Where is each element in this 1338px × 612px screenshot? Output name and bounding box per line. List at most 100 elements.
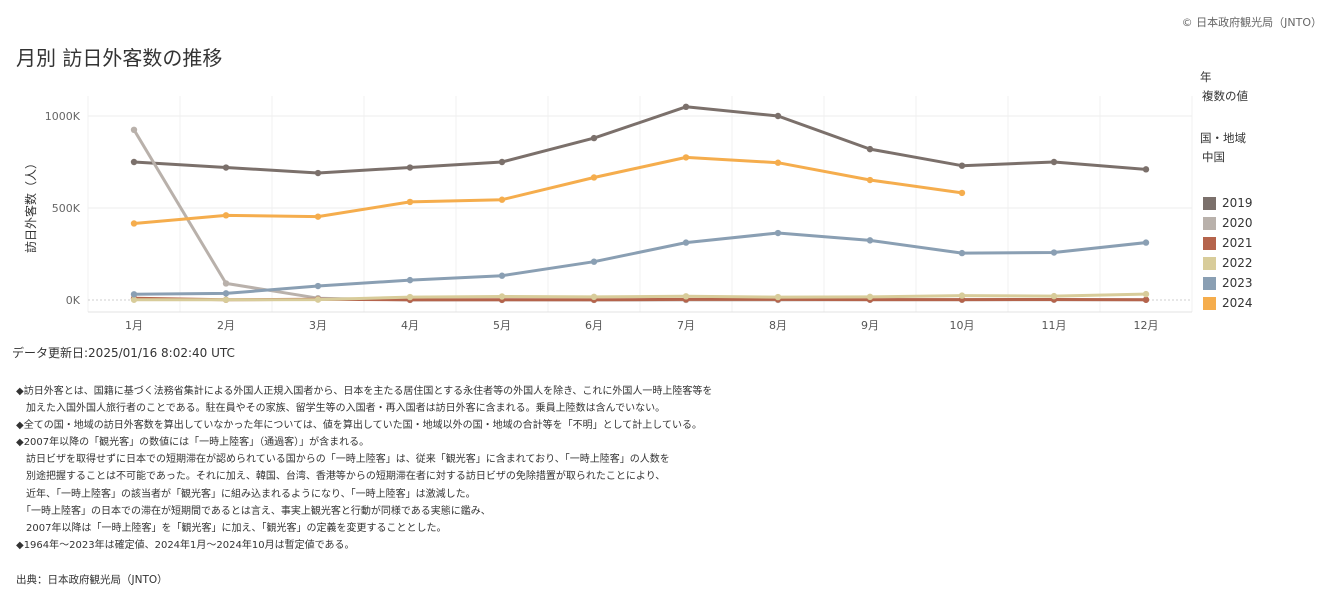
data-point-2019 <box>130 158 138 166</box>
data-point-2022 <box>130 296 138 303</box>
data-point-2022 <box>1050 292 1058 300</box>
note-line: 訪日ビザを取得せずに日本での短期滞在が認められている国からの「一時上陸客」は、従… <box>16 454 670 466</box>
x-tick-label: 8月 <box>769 319 787 332</box>
legend-label: 2020 <box>1222 216 1253 230</box>
data-point-2023 <box>130 291 138 298</box>
data-point-2019 <box>1142 166 1150 173</box>
note-line: 近年、「一時上陸客」の該当者が「観光客」に組み込まれるようになり、「一時上陸客」… <box>16 488 476 500</box>
data-point-2022 <box>866 293 874 301</box>
y-tick-label: 500K <box>52 202 81 215</box>
data-point-2024 <box>222 212 230 219</box>
data-point-2019 <box>1050 158 1058 166</box>
data-point-2022 <box>682 293 690 300</box>
legend-swatch <box>1203 276 1216 290</box>
legend-header-region: 国・地域 <box>1200 131 1246 145</box>
data-point-2022 <box>314 296 322 303</box>
data-point-2022 <box>498 293 506 300</box>
legend: 2019 2020 2021 2022 2023 2024 <box>1203 193 1253 313</box>
note-line: 2007年以降は「一時上陸客」を「観光客」に加え、「観光客」の定義を変更すること… <box>16 522 447 534</box>
legend-label: 2019 <box>1222 196 1253 210</box>
legend-swatch <box>1203 216 1216 230</box>
data-point-2024 <box>314 213 322 220</box>
x-tick-label: 10月 <box>950 319 975 332</box>
note-line: ◆訪日外客とは、国籍に基づく法務省集計による外国人正規入国者から、日本を主たる居… <box>16 386 713 397</box>
data-point-2023 <box>1142 239 1150 246</box>
series-line-2019 <box>132 105 1148 175</box>
data-point-2024 <box>866 176 874 184</box>
x-tick-label: 4月 <box>401 319 419 332</box>
legend-item-2022[interactable]: 2022 <box>1203 253 1253 273</box>
legend-header-year: 年 <box>1200 70 1212 84</box>
data-point-2024 <box>590 174 598 181</box>
data-point-2023 <box>958 249 966 257</box>
chart-title: 月別 訪日外客数の推移 <box>16 46 223 70</box>
data-point-2024 <box>682 154 690 161</box>
notes: ◆訪日外客とは、国籍に基づく法務省集計による外国人正規入国者から、日本を主たる居… <box>16 383 712 554</box>
data-point-2023 <box>1050 249 1058 256</box>
data-point-2023 <box>866 237 874 244</box>
data-point-2024 <box>406 198 414 206</box>
data-point-2023 <box>682 239 690 246</box>
x-tick-label: 5月 <box>493 319 511 332</box>
x-tick-label: 7月 <box>677 319 695 332</box>
legend-year-filter[interactable]: 複数の値 <box>1202 89 1248 103</box>
data-point-2020 <box>222 280 230 287</box>
note-line: 加えた入国外国人旅行者のことである。駐在員やその家族、留学生等の入国者・再入国者… <box>16 403 666 415</box>
legend-swatch <box>1203 256 1216 270</box>
data-point-2019 <box>866 145 874 153</box>
x-tick-label: 11月 <box>1042 319 1067 332</box>
x-tick-label: 1月 <box>125 319 143 332</box>
x-tick-label: 12月 <box>1134 319 1159 332</box>
line-chart[interactable]: 0K 500K 1000K 1月 2月 3月 4月 5月 6月 7月 8月 9月 10月 11月 12月 訪… <box>0 0 1338 340</box>
data-point-2024 <box>498 196 506 203</box>
legend-label: 2024 <box>1222 296 1253 310</box>
x-tick-label: 6月 <box>585 319 603 332</box>
data-point-2022 <box>774 293 782 301</box>
legend-item-2021[interactable]: 2021 <box>1203 233 1253 253</box>
series-line-2023 <box>132 231 1148 296</box>
data-point-2022 <box>958 292 966 299</box>
data-point-2019 <box>314 169 322 177</box>
data-point-2022 <box>590 293 598 301</box>
data-point-2023 <box>222 290 230 297</box>
data-point-2023 <box>498 272 506 279</box>
data-point-2023 <box>406 276 414 284</box>
data-point-2019 <box>958 162 966 169</box>
note-line: 「一時上陸客」の日本での滞在が短期間であるとは言え、事実上観光客と行動が同様であ… <box>16 505 491 517</box>
data-point-2024 <box>130 220 138 227</box>
legend-label: 2021 <box>1222 236 1253 250</box>
legend-swatch <box>1203 236 1216 250</box>
y-tick-label: 1000K <box>45 110 81 123</box>
note-line: 別途把握することは不可能であった。それに加え、韓国、台湾、香港等からの短期滞在者… <box>16 471 666 483</box>
data-point-2022 <box>406 293 414 301</box>
copyright: © 日本政府観光局（JNTO） <box>1181 16 1322 29</box>
y-axis-label: 訪日外客数（人） <box>23 157 38 253</box>
data-point-2023 <box>774 229 782 237</box>
legend-label: 2023 <box>1222 276 1253 290</box>
data-point-2024 <box>958 189 966 197</box>
legend-item-2024[interactable]: 2024 <box>1203 293 1253 313</box>
data-point-2020 <box>130 126 138 133</box>
data-point-2019 <box>774 112 782 120</box>
x-tick-label: 2月 <box>217 319 235 332</box>
data-point-2019 <box>406 164 414 171</box>
data-point-2021 <box>1142 296 1150 303</box>
legend-swatch <box>1203 296 1216 310</box>
x-tick-label: 3月 <box>309 319 327 332</box>
data-point-2023 <box>314 282 322 290</box>
data-point-2023 <box>590 258 598 265</box>
note-line: ◆1964年～2023年は確定値、2024年1月～2024年10月は暫定値である… <box>16 539 355 551</box>
legend-region-filter[interactable]: 中国 <box>1202 150 1225 164</box>
note-line: ◆2007年以降の「観光客」の数値には「一時上陸客」（通過客）」が含まれる。 <box>16 437 370 449</box>
data-point-2022 <box>222 296 230 303</box>
legend-label: 2022 <box>1222 256 1253 270</box>
y-tick-label: 0K <box>66 294 81 307</box>
x-tick-label: 9月 <box>861 319 879 332</box>
legend-item-2023[interactable]: 2023 <box>1203 273 1253 293</box>
data-point-2019 <box>222 164 230 171</box>
source: 出典：日本政府観光局（JNTO） <box>16 574 168 586</box>
data-point-2022 <box>1142 290 1150 298</box>
legend-item-2020[interactable]: 2020 <box>1203 213 1253 233</box>
legend-item-2019[interactable]: 2019 <box>1203 193 1253 213</box>
data-point-2019 <box>498 158 506 166</box>
